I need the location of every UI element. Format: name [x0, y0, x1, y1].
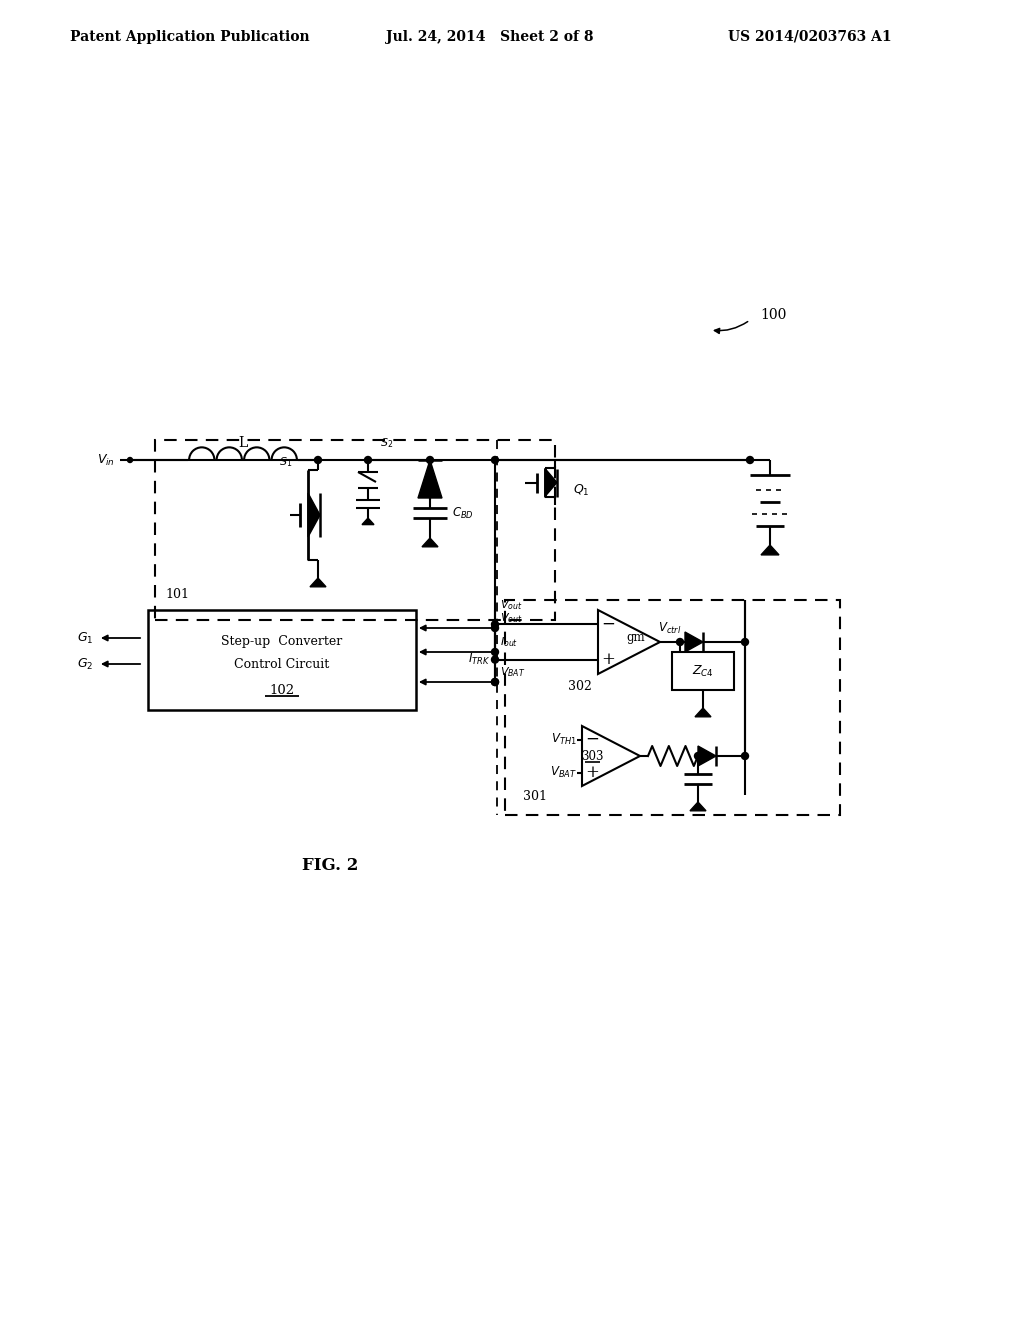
- Bar: [505, 601, 840, 814]
- Text: $V_{out}$: $V_{out}$: [500, 598, 522, 612]
- Text: $C_{BD}$: $C_{BD}$: [452, 506, 474, 520]
- Text: 101: 101: [165, 589, 189, 602]
- Circle shape: [746, 457, 754, 463]
- Text: US 2014/0203763 A1: US 2014/0203763 A1: [728, 30, 892, 44]
- Circle shape: [492, 656, 499, 663]
- Polygon shape: [698, 746, 716, 766]
- Text: $S_1$: $S_1$: [279, 455, 292, 469]
- Polygon shape: [362, 517, 374, 524]
- Circle shape: [492, 648, 499, 656]
- Polygon shape: [695, 708, 711, 717]
- Text: L: L: [239, 436, 248, 450]
- Text: $G_2$: $G_2$: [77, 656, 93, 672]
- FancyArrowPatch shape: [715, 322, 748, 334]
- Text: 303: 303: [581, 750, 603, 763]
- Circle shape: [314, 457, 322, 463]
- Polygon shape: [310, 578, 326, 587]
- Text: 100: 100: [760, 308, 786, 322]
- Circle shape: [365, 457, 372, 463]
- Circle shape: [492, 457, 499, 463]
- Text: 302: 302: [568, 680, 592, 693]
- Circle shape: [492, 678, 499, 685]
- Bar: [148, 610, 416, 710]
- Text: Jul. 24, 2014   Sheet 2 of 8: Jul. 24, 2014 Sheet 2 of 8: [386, 30, 594, 44]
- Text: $G_1$: $G_1$: [77, 631, 93, 645]
- Text: $I_{out}$: $I_{out}$: [500, 635, 518, 649]
- Circle shape: [492, 624, 499, 631]
- Text: $V_{ctrl}$: $V_{ctrl}$: [658, 620, 682, 635]
- Circle shape: [694, 752, 701, 759]
- Bar: [155, 440, 555, 620]
- Text: Patent Application Publication: Patent Application Publication: [71, 30, 310, 44]
- Circle shape: [741, 639, 749, 645]
- Text: $S_2$: $S_2$: [380, 436, 393, 450]
- Text: Step-up  Converter: Step-up Converter: [221, 635, 343, 648]
- Polygon shape: [308, 492, 319, 537]
- Text: $V_{TH1}$: $V_{TH1}$: [551, 733, 577, 747]
- Polygon shape: [690, 803, 706, 810]
- Bar: [672, 652, 734, 690]
- Text: $V_{BAT}$: $V_{BAT}$: [550, 766, 577, 780]
- Text: $V_{in}$: $V_{in}$: [97, 453, 115, 467]
- Text: +: +: [601, 651, 615, 668]
- Text: $I_{TRK}$: $I_{TRK}$: [468, 652, 490, 667]
- Text: FIG. 2: FIG. 2: [302, 857, 358, 874]
- Polygon shape: [761, 545, 779, 554]
- Text: −: −: [601, 616, 615, 632]
- Text: −: −: [585, 731, 599, 748]
- Polygon shape: [418, 459, 442, 498]
- Text: +: +: [585, 764, 599, 781]
- Circle shape: [492, 678, 499, 685]
- Polygon shape: [545, 469, 557, 496]
- Polygon shape: [422, 539, 438, 546]
- Circle shape: [677, 639, 683, 645]
- Text: 102: 102: [269, 684, 295, 697]
- Circle shape: [128, 458, 132, 462]
- Text: $Q_1$: $Q_1$: [573, 482, 590, 498]
- Polygon shape: [685, 632, 703, 652]
- Circle shape: [492, 620, 499, 628]
- Text: gm: gm: [626, 631, 644, 644]
- Circle shape: [427, 457, 433, 463]
- Text: $V_{out}$: $V_{out}$: [500, 611, 522, 624]
- Text: $V_{BAT}$: $V_{BAT}$: [500, 665, 525, 678]
- Circle shape: [741, 752, 749, 759]
- Text: $Z_{C4}$: $Z_{C4}$: [692, 664, 714, 678]
- Text: Control Circuit: Control Circuit: [234, 659, 330, 672]
- Text: 301: 301: [523, 791, 547, 804]
